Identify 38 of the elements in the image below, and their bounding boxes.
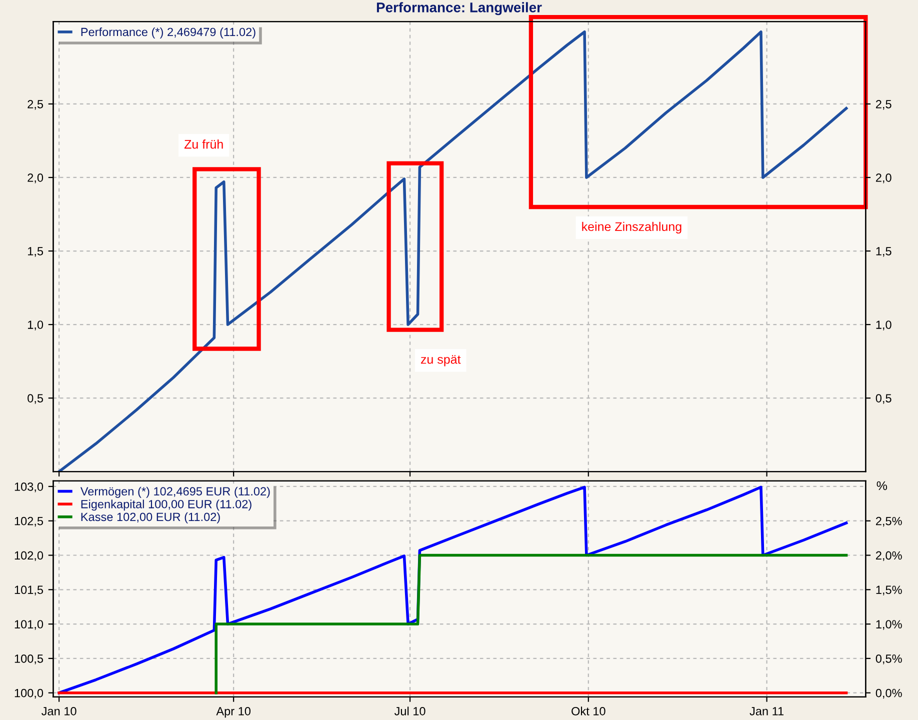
- legend-label: Eigenkapital 100,00 EUR (11.02): [81, 500, 252, 511]
- y2-tick-label: 0,0%: [876, 688, 902, 699]
- y2-tick-label: 1,0%: [876, 620, 902, 630]
- y-tick-label: 100,5: [14, 654, 44, 664]
- annotation: Zu früh: [184, 140, 223, 149]
- y2-tick-label: 1,0: [876, 320, 892, 330]
- legend-label: Vermögen (*) 102,4695 EUR (11.02): [80, 486, 270, 498]
- y2-tick-label: 2,0%: [876, 551, 902, 562]
- y-tick-label: 1,5: [28, 247, 44, 257]
- x-tick-label: Jan 11: [750, 707, 784, 716]
- y-tick-label: 102,5: [14, 516, 44, 527]
- annotation: keine Zinszahlung: [582, 222, 682, 234]
- y-tick-label: 101,0: [14, 620, 44, 630]
- x-tick-label: Okt 10: [572, 706, 606, 716]
- legend-label: Performance (*) 2,469479 (11.02): [81, 28, 256, 38]
- y2-axis-title: %: [876, 481, 888, 490]
- y2-tick-label: 2,0: [876, 174, 892, 184]
- y-tick-label: 102,0: [14, 551, 44, 562]
- y2-tick-label: 1,5: [876, 247, 892, 257]
- y-tick-label: 100,0: [14, 688, 44, 699]
- legend-label: Kasse 102,00 EUR (11.02): [81, 512, 220, 524]
- y-tick-label: 101,5: [14, 586, 44, 596]
- y-tick-label: 2,5: [28, 100, 44, 110]
- y2-tick-label: 0,5%: [876, 654, 902, 664]
- y-tick-label: 103,0: [14, 482, 44, 492]
- x-tick-label: Jul 10: [394, 706, 426, 716]
- y2-tick-label: 0,5: [876, 394, 892, 404]
- y-tick-label: 2,0: [28, 174, 44, 184]
- chart-title: Performance: Langweiler: [376, 2, 542, 16]
- x-tick-label: Apr 10: [216, 706, 250, 718]
- y2-tick-label: 1,5%: [876, 586, 902, 596]
- annotation: zu spät: [420, 355, 461, 366]
- y2-tick-label: 2,5%: [876, 516, 902, 527]
- y2-tick-label: 2,5: [876, 100, 892, 110]
- y-tick-label: 0,5: [28, 394, 44, 404]
- line-series: [58, 486, 848, 694]
- x-tick-label: Jan 10: [42, 706, 76, 716]
- y-tick-label: 1,0: [28, 320, 44, 330]
